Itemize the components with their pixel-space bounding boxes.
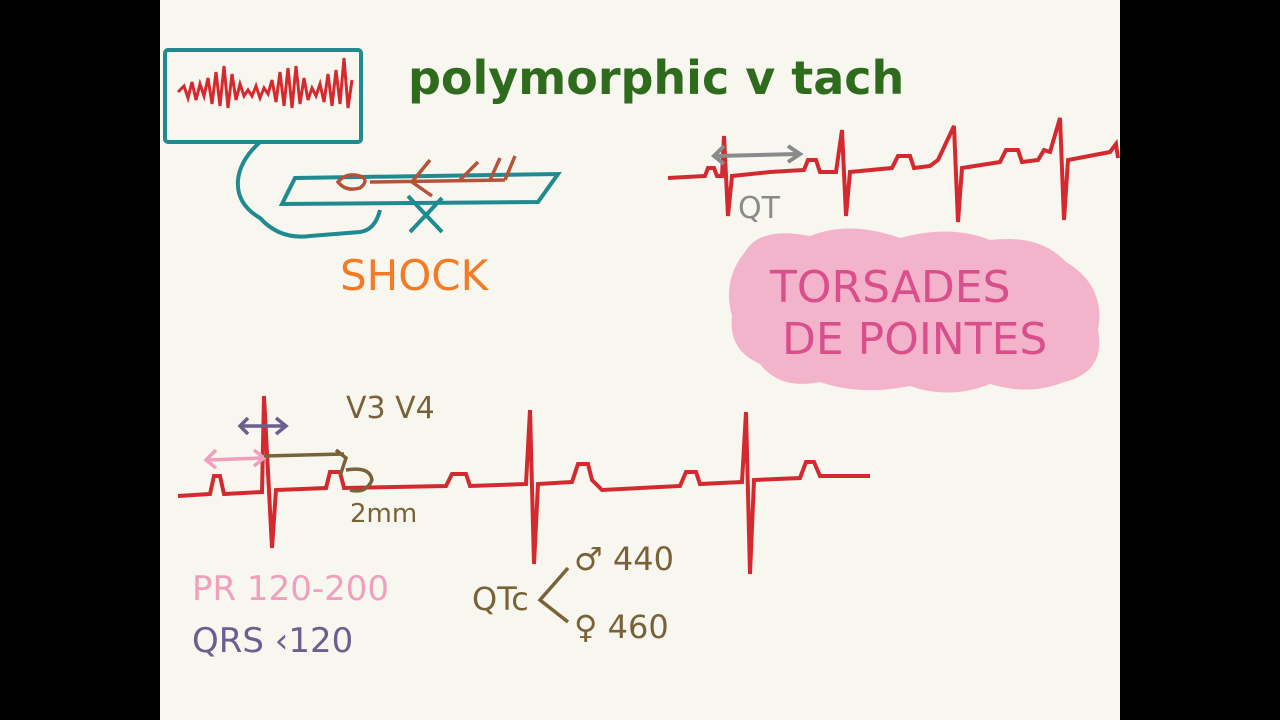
torsades-highlight: TORSADES DE POINTES [728,228,1100,393]
long-qt-ecg-strip: QT [667,117,1120,226]
paddle-plate [278,171,562,207]
paddle-arrows [335,155,517,198]
pr-interval-arrow [203,448,267,470]
qtc-label: QTc [472,580,529,618]
leads-label: V3 V4 [346,391,435,426]
vtach-monitor-waveform [176,57,354,109]
st-segment-marker [263,448,374,493]
title-polymorphic-vtach: polymorphic v tach [408,51,904,105]
two-mm-label: 2mm [350,499,417,529]
pink-cloud [728,228,1100,393]
ecg-trace-bottom [177,395,870,575]
defib-cable [235,140,382,239]
shock-label: SHOCK [340,251,490,300]
defibrillator-icon [163,48,562,239]
torsades-line-1: TORSADES [769,262,1011,313]
qt-arrow [711,144,804,166]
normal-ecg-strip: V3 V4 2mm [177,391,870,575]
ecg-trace-top [667,117,1120,223]
qtc-male-value: ♂ 440 [574,540,674,578]
monitor-screen [163,48,363,144]
qrs-width-arrow [237,416,289,436]
qt-label: QT [738,191,781,226]
drawing-canvas: polymorphic v tach SHOCK QT TORSADES DE … [163,48,1120,661]
torsades-line-2: DE POINTES [782,314,1047,365]
paddle-stand [406,194,444,234]
qtc-female-value: ♀ 460 [574,608,669,646]
qtc-values: QTc ♂ 440 ♀ 460 [472,540,674,646]
pr-interval-label: PR 120-200 [192,569,389,609]
qtc-bracket [537,566,570,624]
whiteboard: polymorphic v tach SHOCK QT TORSADES DE … [160,0,1120,720]
qrs-duration-label: QRS ‹120 [192,621,353,661]
